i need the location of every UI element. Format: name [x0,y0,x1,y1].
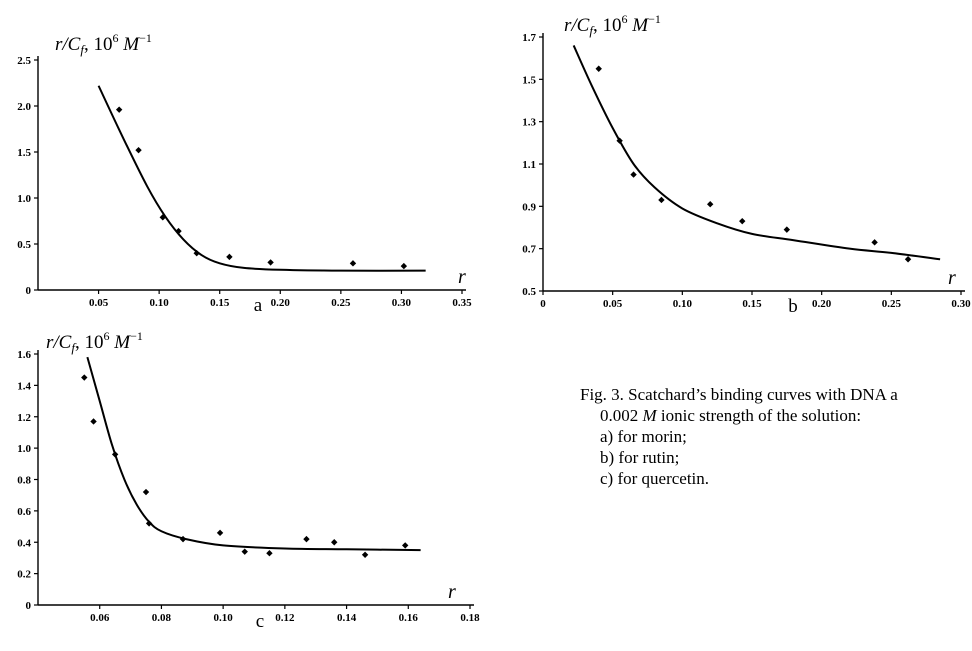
data-point [142,488,150,496]
panel-label: c [256,611,264,632]
y-tick-label: 1.2 [17,412,31,424]
y-tick-label: 0 [26,600,32,612]
data-point [871,239,878,246]
panel-label: a [254,295,263,316]
caption-ionic-value: 0.002 [600,406,639,425]
y-tick-label: 2.0 [17,101,31,113]
x-tick-label: 0.10 [214,612,234,624]
y-tick-label: 2.5 [17,55,31,67]
data-point [331,539,338,546]
data-point [904,256,912,263]
chart-panel-a: 0 0.5 1.0 1.5 2.0 2.5 0.05 0.10 0.15 0.20 0.25 0.30… [17,31,472,316]
y-tick-label: 1.4 [17,380,31,392]
caption-ionic-rest: ionic strength of the solution: [656,406,862,425]
y-tick-label: 0.8 [17,475,31,487]
data-point [400,262,408,270]
data-point [266,550,273,557]
x-tick-label: 0.15 [210,297,230,309]
y-tick-label: 1.0 [17,193,31,205]
data-point [159,214,166,221]
y-tick-label: 1.5 [522,74,536,86]
y-tick-label: 1.5 [17,147,31,159]
x-tick-label: 0.35 [452,297,472,309]
data-point [303,535,310,543]
y-tick-label: 1.3 [522,117,536,129]
x-axis-label: r [458,266,466,288]
x-axis-label: r [948,267,956,289]
x-tick-label: 0.20 [812,298,832,310]
y-tick-label: 1.1 [522,159,536,171]
fitted-curve [97,85,426,272]
fitted-curve [86,356,421,552]
x-tick-label: 0 [540,298,546,310]
data-point [226,253,233,261]
x-tick-label: 0.16 [399,612,419,624]
data-point [135,146,142,154]
caption-line-2: 0.002 M ionic strength of the solution: [580,405,970,426]
y-tick-label: 0.2 [17,569,31,581]
x-tick-label: 0.08 [152,612,172,624]
panel-label: b [788,296,798,317]
caption-item-c: c) for quercetin. [600,469,710,488]
x-tick-label: 0.30 [392,297,412,309]
data-point [402,542,409,549]
data-point [115,106,123,113]
x-axis-label: r [448,581,456,603]
caption-ionic-unit: M [642,406,657,425]
chart-panel-c: 0 0.2 0.4 0.6 0.8 1.0 1.2 1.4 1.6 0.06 0.08 0.10 0.1… [17,329,480,632]
caption-item-b: b) for rutin; [600,448,680,467]
y-tick-label: 1.7 [522,32,536,44]
x-tick-label: 0.20 [271,297,291,309]
data-point [145,520,153,527]
y-tick-label: 1.6 [17,349,31,361]
data-point [81,374,88,381]
data-point [707,201,714,208]
y-tick-label: 0.9 [522,201,536,213]
data-point [349,260,357,267]
data-point [175,227,182,235]
x-tick-label: 0.14 [337,612,357,624]
x-tick-label: 0.12 [275,612,295,624]
x-tick-label: 0.10 [150,297,170,309]
data-point [241,548,248,555]
y-axis-label: r/Cf, 106 M−1 [564,12,661,38]
x-tick-label: 0.30 [951,298,971,310]
x-tick-label: 0.05 [89,297,109,309]
data-point [361,551,369,558]
x-tick-label: 0.18 [460,612,480,624]
data-point [658,196,665,204]
figure-caption: Fig. 3. Scatchard’s binding curves with … [580,384,970,489]
data-point [267,259,274,266]
data-point [111,451,119,458]
x-tick-label: 0.25 [331,297,351,309]
x-tick-label: 0.10 [673,298,693,310]
data-point [630,171,637,178]
y-tick-label: 0.4 [17,537,31,549]
data-point [193,250,200,257]
data-point [739,217,746,225]
caption-item-a: a) for morin; [600,427,687,446]
y-tick-label: 0 [26,285,32,297]
x-tick-label: 0.15 [742,298,762,310]
y-tick-label: 0.7 [522,244,536,256]
y-axis-label: r/Cf, 106 M−1 [55,31,152,57]
fitted-curve [572,45,941,261]
y-axis-label: r/Cf, 106 M−1 [46,329,143,355]
data-point [90,418,97,425]
chart-panel-b: 0.5 0.7 0.9 1.1 1.3 1.5 1.7 0 0.05 0.10 0.15 0.20 0.… [522,12,971,317]
x-tick-label: 0.25 [882,298,902,310]
y-tick-label: 0.5 [522,286,536,298]
x-tick-label: 0.05 [603,298,623,310]
y-tick-label: 0.5 [17,239,31,251]
caption-line-1: Fig. 3. Scatchard’s binding curves with … [580,385,898,404]
data-point [595,65,602,72]
y-tick-label: 1.0 [17,443,31,455]
data-point [783,226,791,233]
x-tick-label: 0.06 [90,612,110,624]
y-tick-label: 0.6 [17,506,31,518]
data-point [216,529,224,537]
